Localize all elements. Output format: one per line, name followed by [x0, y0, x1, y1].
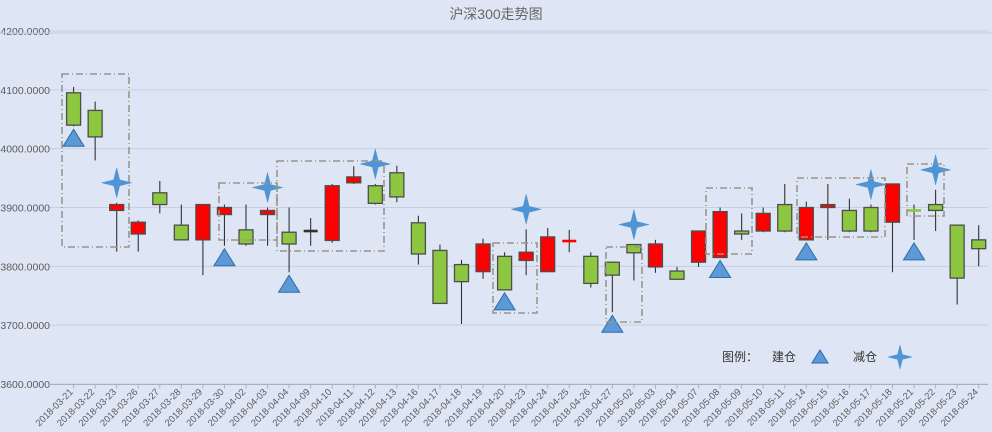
- svg-text:图例：: 图例：: [722, 350, 758, 364]
- svg-text:建仓: 建仓: [772, 350, 796, 364]
- svg-text:4100.0000: 4100.0000: [0, 85, 50, 97]
- svg-text:3700.0000: 3700.0000: [0, 320, 50, 332]
- svg-text:4000.0000: 4000.0000: [0, 144, 50, 156]
- svg-text:3800.0000: 3800.0000: [0, 261, 50, 273]
- svg-text:3600.0000: 3600.0000: [0, 379, 50, 391]
- svg-text:沪深300走势图: 沪深300走势图: [449, 6, 542, 22]
- svg-text:减仓: 减仓: [853, 350, 877, 364]
- svg-text:4200.0000: 4200.0000: [0, 26, 50, 38]
- svg-text:3900.0000: 3900.0000: [0, 203, 50, 215]
